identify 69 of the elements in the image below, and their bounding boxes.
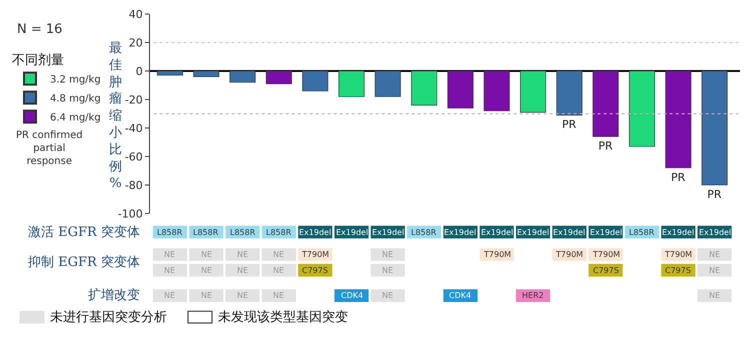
text: NE bbox=[273, 266, 284, 275]
legend-label: 3.2 mg/kg bbox=[50, 74, 101, 86]
text: L858R bbox=[266, 228, 292, 237]
text: NE bbox=[273, 291, 284, 300]
y-tick-label: -20 bbox=[124, 93, 143, 106]
legend-title: 不同剂量 bbox=[12, 52, 64, 68]
text: Ex19del bbox=[299, 228, 332, 237]
text: Ex19del bbox=[553, 228, 586, 237]
text: NE bbox=[201, 291, 212, 300]
text: 最佳肿瘤缩小比例 % bbox=[109, 41, 122, 192]
text: CDK4 bbox=[341, 291, 364, 300]
text: Ex19del bbox=[699, 228, 732, 237]
text: Ex19del bbox=[590, 228, 622, 237]
y-tick-label: 20 bbox=[128, 36, 143, 50]
data-label: PR bbox=[707, 188, 722, 201]
data-label: PR bbox=[670, 170, 686, 184]
text: Ex19del bbox=[336, 228, 368, 237]
text: NE bbox=[164, 266, 176, 275]
text: NE bbox=[164, 291, 176, 300]
text: PR confirmed partial response bbox=[16, 130, 83, 167]
text: C797S bbox=[302, 266, 328, 275]
text: L858R bbox=[193, 228, 218, 237]
text: L858R bbox=[629, 228, 654, 237]
text: NE bbox=[201, 250, 212, 259]
text: C797S bbox=[665, 266, 691, 275]
category-label: 扩增改变 bbox=[88, 288, 140, 303]
legend-label: 6.4 mg/kg bbox=[50, 112, 101, 124]
text: CDK4 bbox=[449, 291, 472, 300]
text: NE bbox=[709, 250, 720, 259]
text: L858R bbox=[411, 228, 436, 237]
text: C797S bbox=[593, 266, 619, 275]
y-tick-label: -40 bbox=[124, 122, 143, 135]
text: Ex19del bbox=[517, 228, 550, 237]
text: 未进行基因突变分析 bbox=[50, 310, 167, 325]
text: NE bbox=[273, 250, 284, 259]
text: NE bbox=[709, 291, 720, 300]
text: NE bbox=[382, 250, 394, 259]
legend-label: 4.8 mg/kg bbox=[50, 94, 101, 105]
text: L858R bbox=[157, 228, 182, 237]
text: NE bbox=[382, 266, 394, 275]
y-tick-label: 0 bbox=[136, 64, 143, 78]
text: NE bbox=[709, 266, 720, 275]
text: Ex19del bbox=[444, 228, 476, 237]
text: NE bbox=[201, 266, 212, 275]
text: NE bbox=[237, 266, 248, 275]
text: NE bbox=[237, 291, 248, 300]
text: T790M bbox=[665, 250, 692, 259]
text: Ex19del bbox=[372, 228, 404, 237]
y-tick-label: -80 bbox=[124, 178, 143, 192]
data-label: PR bbox=[598, 140, 613, 153]
data-label: PR bbox=[562, 118, 577, 132]
text: NE bbox=[237, 250, 248, 259]
text: L858R bbox=[230, 228, 256, 237]
text: T790M bbox=[556, 250, 584, 259]
text: N = 16 bbox=[17, 22, 62, 37]
text: NE bbox=[164, 250, 176, 259]
text: Ex19del bbox=[662, 228, 694, 237]
y-tick-label: 40 bbox=[128, 8, 143, 21]
category-label: 抑制 EGFR 突变体 bbox=[28, 255, 140, 270]
text: Ex19del bbox=[481, 228, 514, 237]
text: 未发现该类型基因突变 bbox=[218, 309, 348, 325]
category-label: 激活 EGFR 突变体 bbox=[28, 225, 140, 240]
text: HER2 bbox=[522, 291, 544, 300]
text: T790M bbox=[484, 250, 512, 259]
y-tick-label: -100 bbox=[118, 207, 143, 220]
text: NE bbox=[382, 291, 394, 300]
text: T790M bbox=[302, 250, 330, 259]
y-tick-label: -60 bbox=[124, 150, 143, 164]
text: T790M bbox=[593, 250, 620, 259]
